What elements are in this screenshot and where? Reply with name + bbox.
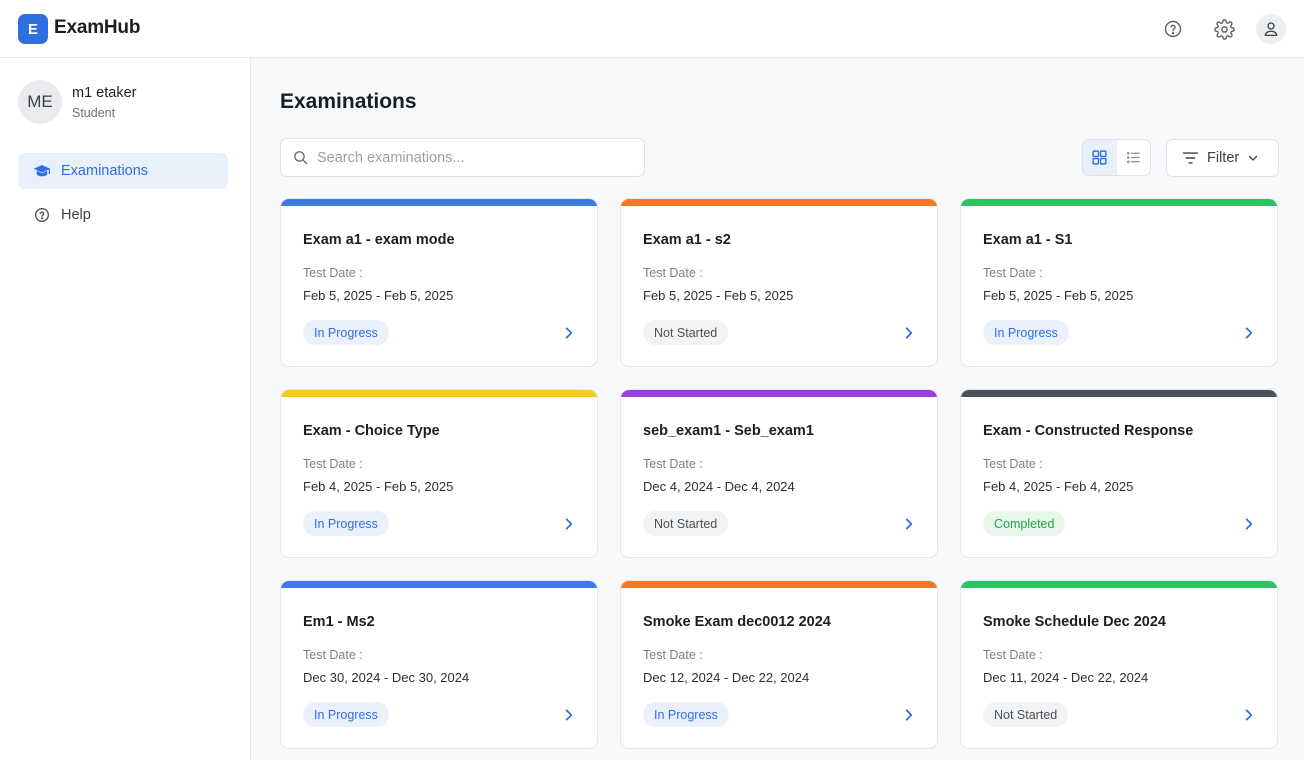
exam-title: Exam a1 - exam mode xyxy=(303,232,455,248)
card-color-bar xyxy=(281,390,597,397)
user-name: m1 etaker xyxy=(72,85,137,101)
gear-icon[interactable] xyxy=(1209,14,1239,44)
filter-lines-icon xyxy=(1182,151,1199,165)
app-logo[interactable]: E xyxy=(18,14,48,44)
avatar[interactable]: ME xyxy=(18,80,62,124)
exam-card[interactable]: Exam a1 - s2 Test Date : Feb 5, 2025 - F… xyxy=(620,198,938,367)
card-color-bar xyxy=(621,390,937,397)
status-badge: In Progress xyxy=(643,702,729,727)
test-date-label: Test Date : xyxy=(983,457,1043,471)
test-date-label: Test Date : xyxy=(303,266,363,280)
card-color-bar xyxy=(961,581,1277,588)
test-date-label: Test Date : xyxy=(983,648,1043,662)
chevron-right-icon[interactable] xyxy=(557,321,581,345)
test-date-range: Feb 5, 2025 - Feb 5, 2025 xyxy=(643,288,794,303)
card-color-bar xyxy=(621,199,937,206)
graduation-cap-icon xyxy=(32,161,52,181)
user-role: Student xyxy=(72,106,116,120)
sidebar-item-label: Help xyxy=(61,207,91,223)
exam-title: Exam - Constructed Response xyxy=(983,423,1194,439)
card-color-bar xyxy=(961,390,1277,397)
test-date-range: Feb 5, 2025 - Feb 5, 2025 xyxy=(303,288,454,303)
test-date-range: Feb 4, 2025 - Feb 4, 2025 xyxy=(983,479,1134,494)
status-badge: In Progress xyxy=(303,511,389,536)
exam-title: Smoke Schedule Dec 2024 xyxy=(983,614,1166,630)
exam-card[interactable]: Smoke Exam dec0012 2024 Test Date : Dec … xyxy=(620,580,938,749)
exam-card[interactable]: Em1 - Ms2 Test Date : Dec 30, 2024 - Dec… xyxy=(280,580,598,749)
filter-label: Filter xyxy=(1207,150,1240,166)
card-color-bar xyxy=(281,199,597,206)
chevron-right-icon[interactable] xyxy=(897,703,921,727)
view-toggle xyxy=(1082,139,1151,176)
exam-card[interactable]: Exam a1 - exam mode Test Date : Feb 5, 2… xyxy=(280,198,598,367)
exam-title: Exam - Choice Type xyxy=(303,423,440,439)
exam-title: Smoke Exam dec0012 2024 xyxy=(643,614,831,630)
search-icon xyxy=(292,149,309,166)
exam-title: Exam a1 - s2 xyxy=(643,232,731,248)
top-header: E ExamHub xyxy=(0,0,1304,58)
status-badge: Not Started xyxy=(643,320,729,345)
exam-card[interactable]: Smoke Schedule Dec 2024 Test Date : Dec … xyxy=(960,580,1278,749)
exam-title: seb_exam1 - Seb_exam1 xyxy=(643,423,814,439)
test-date-range: Dec 4, 2024 - Dec 4, 2024 xyxy=(643,479,795,494)
exam-card[interactable]: seb_exam1 - Seb_exam1 Test Date : Dec 4,… xyxy=(620,389,938,558)
test-date-range: Dec 11, 2024 - Dec 22, 2024 xyxy=(983,670,1149,685)
status-badge: In Progress xyxy=(303,320,389,345)
status-badge: Completed xyxy=(983,511,1066,536)
user-icon[interactable] xyxy=(1256,14,1286,44)
sidebar-item-label: Examinations xyxy=(61,163,149,179)
test-date-range: Dec 30, 2024 - Dec 30, 2024 xyxy=(303,670,470,685)
app-title[interactable]: ExamHub xyxy=(54,17,141,38)
exam-card[interactable]: Exam a1 - S1 Test Date : Feb 5, 2025 - F… xyxy=(960,198,1278,367)
help-circle-icon[interactable] xyxy=(1158,14,1188,44)
chevron-right-icon[interactable] xyxy=(897,512,921,536)
exam-title: Exam a1 - S1 xyxy=(983,232,1073,248)
chevron-right-icon[interactable] xyxy=(557,512,581,536)
status-badge: In Progress xyxy=(303,702,389,727)
chevron-right-icon[interactable] xyxy=(1237,321,1261,345)
status-badge: In Progress xyxy=(983,320,1069,345)
filter-button[interactable]: Filter xyxy=(1166,139,1279,177)
test-date-label: Test Date : xyxy=(643,266,703,280)
exam-title: Em1 - Ms2 xyxy=(303,614,375,630)
test-date-label: Test Date : xyxy=(643,648,703,662)
test-date-range: Feb 4, 2025 - Feb 5, 2025 xyxy=(303,479,454,494)
test-date-label: Test Date : xyxy=(643,457,703,471)
chevron-right-icon[interactable] xyxy=(1237,703,1261,727)
grid-view-button[interactable] xyxy=(1083,140,1117,175)
list-view-button[interactable] xyxy=(1117,140,1151,175)
chevron-right-icon[interactable] xyxy=(557,703,581,727)
card-color-bar xyxy=(961,199,1277,206)
help-circle-icon xyxy=(32,205,52,225)
search-box[interactable] xyxy=(280,138,645,177)
exam-card[interactable]: Exam - Constructed Response Test Date : … xyxy=(960,389,1278,558)
sidebar-item-help[interactable]: Help xyxy=(18,197,228,233)
sidebar: ME m1 etaker Student Examinations Help xyxy=(0,58,251,760)
test-date-range: Dec 12, 2024 - Dec 22, 2024 xyxy=(643,670,810,685)
exam-card[interactable]: Exam - Choice Type Test Date : Feb 4, 20… xyxy=(280,389,598,558)
grid-icon xyxy=(1091,149,1108,166)
test-date-range: Feb 5, 2025 - Feb 5, 2025 xyxy=(983,288,1134,303)
chevron-right-icon[interactable] xyxy=(1237,512,1261,536)
page-title: Examinations xyxy=(280,90,417,113)
card-color-bar xyxy=(281,581,597,588)
chevron-down-icon xyxy=(1247,152,1259,164)
test-date-label: Test Date : xyxy=(303,648,363,662)
sidebar-item-examinations[interactable]: Examinations xyxy=(18,153,228,189)
chevron-right-icon[interactable] xyxy=(897,321,921,345)
test-date-label: Test Date : xyxy=(303,457,363,471)
card-color-bar xyxy=(621,581,937,588)
test-date-label: Test Date : xyxy=(983,266,1043,280)
search-input[interactable] xyxy=(317,149,617,166)
status-badge: Not Started xyxy=(983,702,1069,727)
list-icon xyxy=(1125,149,1142,166)
status-badge: Not Started xyxy=(643,511,729,536)
